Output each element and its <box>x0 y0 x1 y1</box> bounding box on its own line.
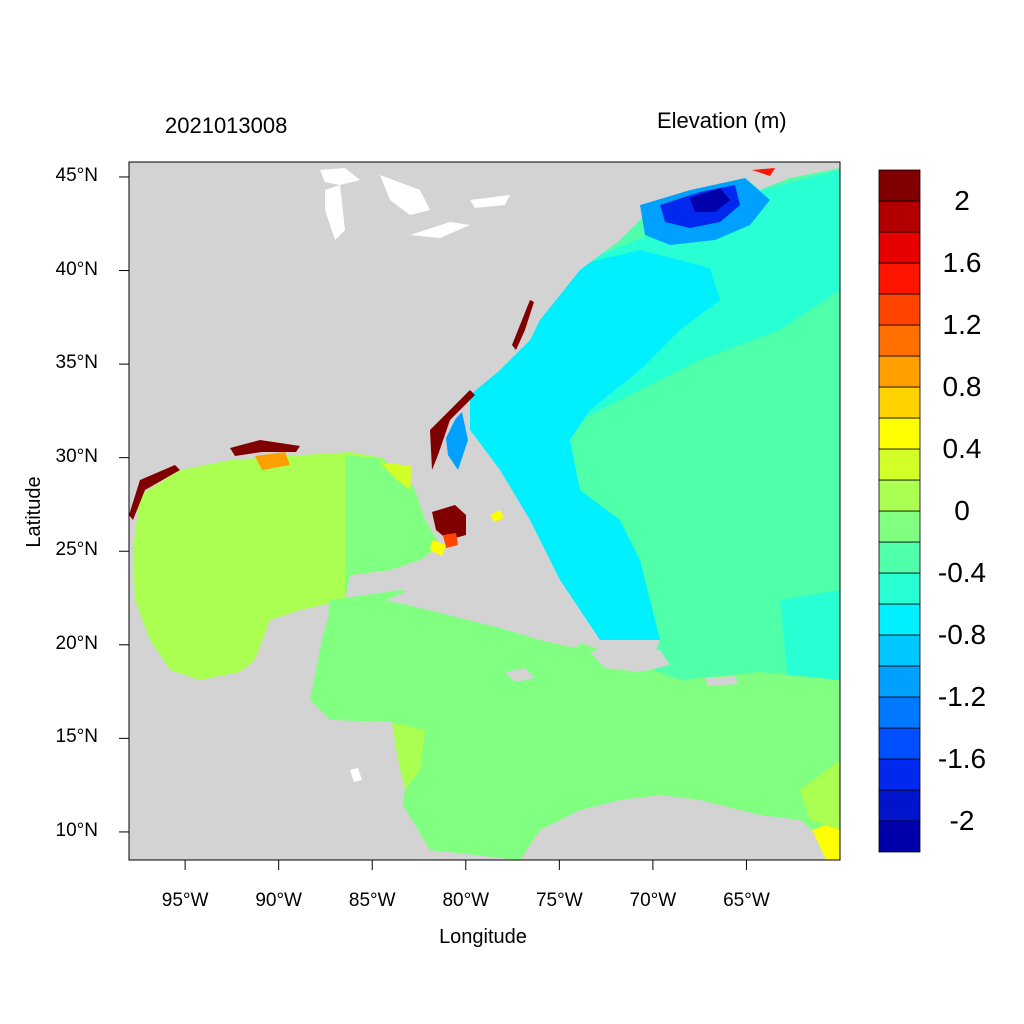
lon-tick-label: 80°W <box>442 890 490 911</box>
colorbar-swatch <box>878 727 921 760</box>
colorbar-label: -1.2 <box>937 681 987 712</box>
colorbar-label: 0.8 <box>942 371 982 402</box>
lon-tick-label: 70°W <box>629 890 677 911</box>
axis-ticks <box>119 176 747 870</box>
land-jamaica <box>505 668 535 682</box>
land-florida <box>380 455 450 535</box>
land-puerto-rico <box>705 676 738 686</box>
colorbar-swatch <box>878 572 921 605</box>
lake-nicaragua <box>350 768 362 782</box>
lon-tick-label: 90°W <box>255 890 302 911</box>
lake-michigan-huron <box>325 175 430 240</box>
colorbar-swatch <box>878 231 921 264</box>
lon-tick-label: 75°W <box>535 890 583 911</box>
surge-louisiana <box>255 452 290 470</box>
ocean-caribbean-bank <box>390 722 425 790</box>
lat-tick-label: 15°N <box>55 726 98 748</box>
colorbar-swatch <box>878 758 921 791</box>
colorbar-label: -0.8 <box>937 619 987 650</box>
colorbar-label: 2 <box>954 185 970 216</box>
colorbar-swatch <box>878 665 921 698</box>
ocean-trinidad-yellow <box>812 820 840 860</box>
colorbar-swatch <box>878 510 921 543</box>
ocean-east-yellowgreen <box>800 760 840 830</box>
surge-big-bend <box>380 462 412 490</box>
lon-tick-label: 95°W <box>161 890 209 911</box>
lat-tick-label: 45°N <box>55 164 98 186</box>
land-hispaniola <box>590 645 670 672</box>
lon-tick-label: 65°W <box>723 890 770 911</box>
surge-florida-bay <box>430 540 446 556</box>
colorbar-label: 0 <box>954 495 970 526</box>
surge-carolinas <box>430 390 475 470</box>
land-cuba <box>385 590 585 648</box>
surge-bahamas-yellow <box>490 510 504 522</box>
lon-tick-label: 85°W <box>348 890 396 911</box>
colorbar-label: -0.4 <box>937 557 987 588</box>
land-south-america <box>520 795 826 860</box>
colorbar-swatch <box>878 448 921 481</box>
surge-south-florida <box>432 505 466 540</box>
lake-superior <box>320 168 360 185</box>
colorbar-label: -2 <box>949 805 975 836</box>
ocean-eastern-gulf <box>345 455 440 600</box>
colorbar <box>878 169 921 853</box>
colorbar-label: 1.6 <box>942 247 982 278</box>
colorbar-label: 1.2 <box>942 309 982 340</box>
colorbar-swatch <box>878 386 921 419</box>
colorbar-swatch <box>878 696 921 729</box>
surge-texas-coast <box>129 465 180 520</box>
colorbar-swatch <box>878 417 921 450</box>
ocean-cyan-core <box>470 250 720 640</box>
ocean-gulf-of-maine-min <box>690 188 730 212</box>
colorbar-swatch <box>878 541 921 574</box>
colorbar-swatch <box>878 820 921 853</box>
colorbar-swatch <box>878 324 921 357</box>
colorbar-swatch <box>878 293 921 326</box>
variable-title: Elevation (m) <box>657 108 787 133</box>
lat-tick-label: 30°N <box>55 445 98 467</box>
surge-nova-scotia <box>752 168 775 176</box>
map-frame <box>128 161 841 861</box>
lake-erie-ontario <box>410 195 510 238</box>
colorbar-label: -1.6 <box>937 743 987 774</box>
timestamp-title: 2021013008 <box>165 113 288 138</box>
colorbar-swatch <box>878 169 921 202</box>
colorbar-label: 0.4 <box>942 433 982 464</box>
colorbar-swatch <box>878 355 921 388</box>
lat-tick-label: 25°N <box>55 539 98 561</box>
land-central-america <box>129 610 425 860</box>
x-axis-label: Longitude <box>439 926 527 948</box>
land-north-america <box>129 162 760 520</box>
lat-tick-label: 40°N <box>55 258 98 280</box>
surge-mid-atlantic <box>512 300 534 350</box>
lat-tick-label: 35°N <box>55 352 98 374</box>
colorbar-swatch <box>878 789 921 822</box>
surge-louisiana-edge <box>230 440 300 456</box>
surge-south-florida-tip <box>443 533 458 548</box>
colorbar-swatch <box>878 634 921 667</box>
ocean-caribbean <box>310 590 840 860</box>
colorbar-swatch <box>878 200 921 233</box>
lat-tick-label: 10°N <box>55 819 98 841</box>
map-plot-area <box>129 162 840 860</box>
colorbar-swatch <box>878 479 921 512</box>
colorbar-swatch <box>878 262 921 295</box>
lat-tick-label: 20°N <box>55 632 98 654</box>
colorbar-swatch <box>878 603 921 636</box>
